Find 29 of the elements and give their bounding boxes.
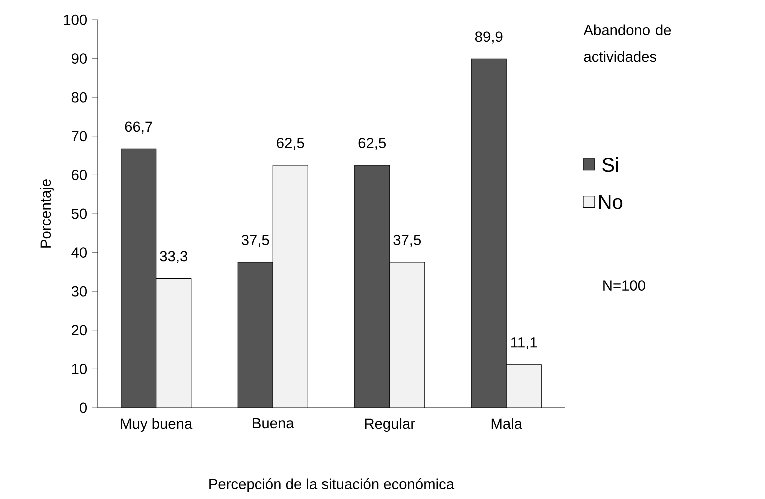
legend-label: Si: [602, 158, 618, 172]
y-tick-label: 40: [72, 248, 88, 258]
y-axis-title: Porcentaje: [40, 180, 54, 248]
data-label: 37,5: [242, 235, 270, 248]
legend-title: Abandono de actividades: [584, 24, 672, 62]
x-tick-label: Mala: [492, 418, 523, 430]
y-tick-label: 100: [64, 14, 88, 26]
y-tick-label: 20: [72, 325, 88, 336]
x-tick-label: Buena: [253, 418, 294, 429]
x-tick-label: Regular: [365, 418, 416, 432]
y-tick-label: 70: [72, 131, 88, 142]
data-label: 37,5: [394, 235, 422, 248]
y-tick-label: 80: [72, 92, 88, 103]
legend-label: No: [599, 195, 623, 210]
data-label: 11,1: [512, 338, 538, 350]
text: N=100: [604, 280, 646, 291]
data-label: 89,9: [475, 32, 503, 44]
y-tick-label: 50: [72, 208, 88, 220]
data-label: 66,7: [125, 122, 152, 134]
y-tick-label: 30: [72, 286, 88, 297]
data-label: 62,5: [358, 138, 386, 150]
x-tick-label: Muy buena: [121, 418, 193, 432]
y-tick-label: 0: [80, 402, 88, 414]
y-tick-label: 90: [72, 54, 88, 64]
y-tick-label: 60: [72, 170, 88, 180]
x-axis-title: Percepción de la situación económica: [210, 478, 455, 492]
data-label: 33,3: [160, 251, 188, 264]
data-label: 62,5: [277, 138, 304, 150]
y-tick-label: 10: [72, 364, 88, 374]
